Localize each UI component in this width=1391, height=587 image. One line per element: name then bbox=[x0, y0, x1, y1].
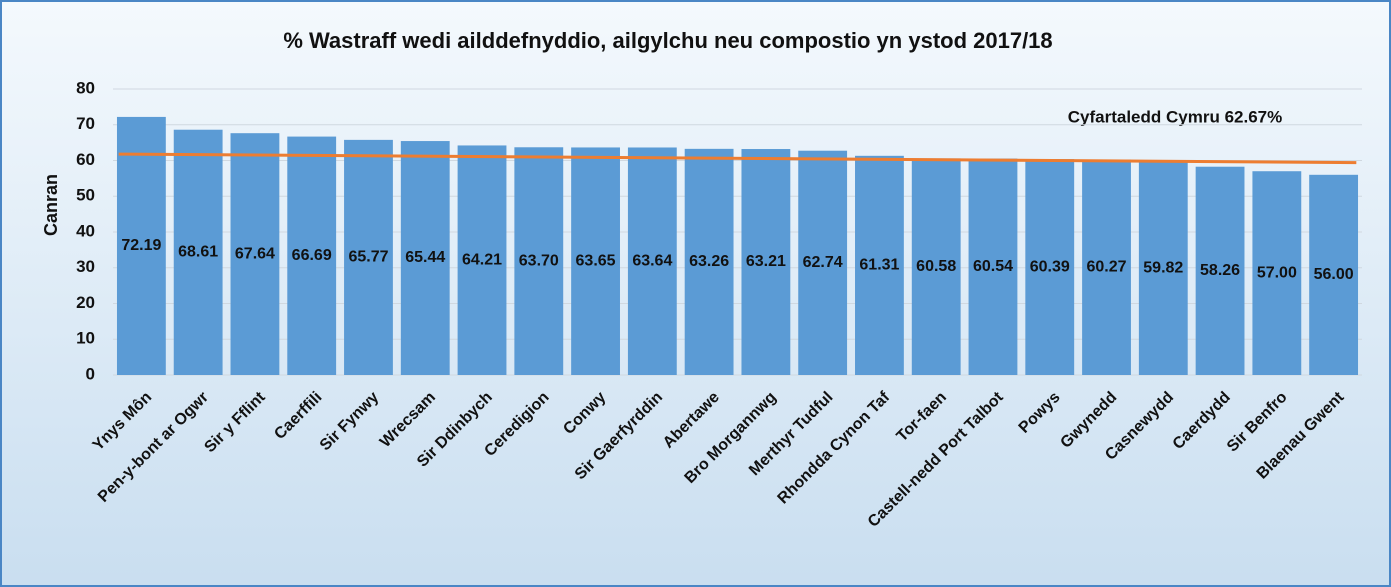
data-label: 61.31 bbox=[859, 257, 899, 274]
chart-title: % Wastraff wedi ailddefnyddio, ailgylchu… bbox=[283, 28, 1052, 53]
data-label: 56.00 bbox=[1314, 266, 1354, 283]
data-label: 57.00 bbox=[1257, 264, 1297, 281]
bar bbox=[684, 148, 734, 375]
y-axis-label: Canran bbox=[41, 174, 61, 236]
data-label: 72.19 bbox=[121, 237, 161, 254]
bar bbox=[1252, 171, 1302, 375]
data-label: 63.26 bbox=[689, 253, 729, 270]
bar bbox=[627, 147, 677, 375]
data-label: 58.26 bbox=[1200, 262, 1240, 279]
bar bbox=[1309, 174, 1359, 375]
y-tick-label: 0 bbox=[86, 364, 95, 383]
bar bbox=[855, 155, 904, 375]
y-tick-label: 50 bbox=[76, 186, 95, 205]
y-tick-label: 30 bbox=[76, 257, 95, 276]
bar bbox=[741, 149, 791, 375]
data-label: 63.64 bbox=[632, 252, 672, 269]
bar bbox=[1082, 159, 1131, 375]
bar bbox=[457, 145, 507, 375]
bar bbox=[116, 116, 166, 376]
bar bbox=[911, 158, 961, 375]
data-label: 63.21 bbox=[746, 253, 786, 270]
data-label: 59.82 bbox=[1143, 259, 1183, 276]
data-label: 64.21 bbox=[462, 251, 502, 268]
bar bbox=[1025, 159, 1075, 375]
data-label: 60.27 bbox=[1086, 258, 1126, 275]
bar bbox=[571, 147, 620, 375]
y-tick-label: 10 bbox=[76, 329, 95, 348]
data-label: 62.74 bbox=[803, 254, 843, 271]
bar bbox=[400, 141, 450, 375]
bar bbox=[344, 139, 393, 375]
bar bbox=[1138, 161, 1188, 375]
data-label: 65.44 bbox=[405, 249, 445, 266]
data-label: 63.65 bbox=[576, 252, 616, 269]
y-tick-label: 40 bbox=[76, 221, 95, 240]
bar bbox=[1195, 166, 1245, 375]
data-label: 68.61 bbox=[178, 244, 218, 261]
y-tick-label: 70 bbox=[76, 114, 95, 133]
bar bbox=[173, 129, 223, 375]
data-label: 66.69 bbox=[292, 247, 332, 264]
y-tick-label: 60 bbox=[76, 150, 95, 169]
bar bbox=[798, 150, 848, 375]
data-label: 65.77 bbox=[348, 249, 388, 266]
data-label: 60.39 bbox=[1030, 258, 1070, 275]
y-tick-label: 20 bbox=[76, 293, 95, 312]
bar bbox=[230, 133, 280, 375]
data-label: 67.64 bbox=[235, 245, 275, 262]
y-tick-label: 80 bbox=[76, 78, 95, 97]
bar bbox=[968, 158, 1018, 375]
trend-line bbox=[118, 152, 1357, 165]
data-label: 60.58 bbox=[916, 258, 956, 275]
data-label: 63.70 bbox=[519, 252, 559, 269]
bar bbox=[287, 136, 337, 375]
bar bbox=[514, 147, 564, 375]
data-label: 60.54 bbox=[973, 258, 1013, 275]
annotation: Cyfartaledd Cymru 62.67% bbox=[1068, 107, 1282, 126]
